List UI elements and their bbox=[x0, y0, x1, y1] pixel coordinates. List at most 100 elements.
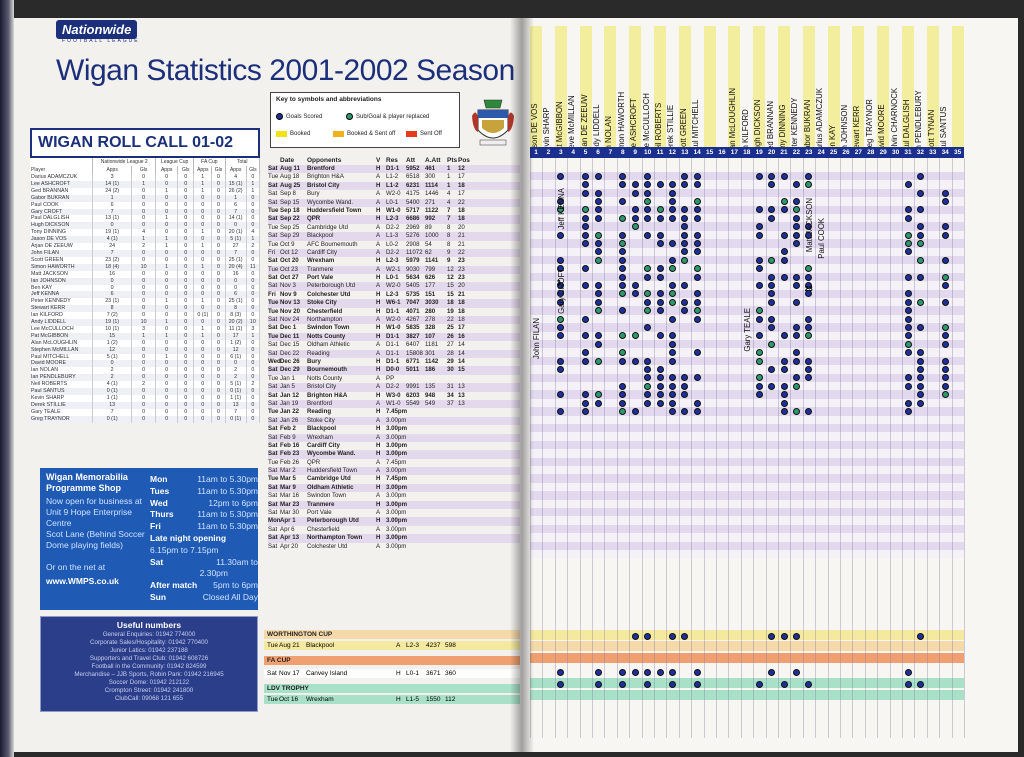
cup-cell: Aug 21 bbox=[279, 642, 300, 649]
fixture-cell: D1-1 bbox=[386, 165, 400, 172]
grid-row bbox=[530, 264, 964, 273]
stat-cell: 6 bbox=[92, 201, 132, 209]
player-name: Andy LIDDELL bbox=[30, 319, 94, 326]
grid-row bbox=[530, 499, 964, 508]
grid-row bbox=[530, 331, 964, 340]
stat-cell: 0 bbox=[131, 395, 157, 402]
appearance-dot bbox=[755, 374, 763, 382]
stat-cell: 11 bbox=[246, 263, 261, 271]
fixture-cell bbox=[406, 501, 425, 509]
stat-cell: 0 bbox=[177, 215, 195, 223]
appearance-dot bbox=[805, 332, 813, 340]
stat-cell: 23 (2) bbox=[92, 256, 132, 264]
fixture-cell: 948 bbox=[425, 391, 436, 399]
stat-cell: 1 bbox=[155, 298, 179, 306]
appearance-dot bbox=[768, 273, 776, 281]
fixture-cell: 3.00pm bbox=[386, 416, 407, 424]
stat-cell: 0 bbox=[193, 256, 213, 264]
appearance-dot bbox=[631, 189, 639, 197]
fixture-row: Tue Mar 5 Cambridge Utd H 7.45pm bbox=[268, 475, 520, 483]
fixture-cell: Wycombe Wand. bbox=[307, 198, 354, 206]
appearance-dot bbox=[792, 332, 800, 340]
appearance-dot bbox=[582, 214, 590, 222]
appearance-dot bbox=[656, 181, 664, 189]
fixture-cell: Sat bbox=[268, 383, 278, 391]
fixture-cell: 5634 bbox=[406, 274, 420, 282]
memo-text: Or on the net at bbox=[46, 562, 106, 572]
stat-cell: 0 bbox=[177, 312, 195, 320]
memo-url-link[interactable]: www.WMPS.co.uk bbox=[46, 576, 119, 586]
stat-cell: 0 bbox=[131, 388, 157, 395]
fixture-cell: W1-0 bbox=[386, 324, 401, 332]
appearance-dot bbox=[780, 365, 788, 373]
roll-call-table: Nationwide League 2 League Cup FA Cup To… bbox=[30, 158, 261, 423]
player-name: Darius ADAMCZUK bbox=[30, 174, 94, 181]
table-row: Greg TRAYNOR 0 (1) 0 0 0 0 0 0 (1) 0 bbox=[30, 415, 261, 423]
grid-row bbox=[530, 533, 964, 542]
stat-cell: 0 bbox=[211, 236, 226, 244]
cup-appearance-dot bbox=[594, 681, 602, 688]
appearance-dot bbox=[681, 307, 689, 315]
player-header: Player bbox=[30, 166, 94, 174]
stat-cell: 0 (1) bbox=[193, 312, 213, 320]
grid-line bbox=[889, 158, 891, 738]
shirt-number: 17 bbox=[730, 149, 738, 156]
grid-line bbox=[964, 158, 965, 738]
fixture-cell bbox=[447, 467, 458, 475]
fixture-cell: 1 bbox=[447, 173, 451, 181]
stat-cell: 1 bbox=[193, 298, 213, 306]
stat-cell: 26 (2) bbox=[225, 187, 247, 195]
appearance-dot bbox=[668, 256, 676, 264]
grid-row bbox=[530, 508, 964, 517]
stat-subheader: Gls bbox=[246, 166, 261, 174]
fixture-cell bbox=[425, 543, 447, 551]
stat-cell: 0 bbox=[131, 339, 157, 347]
grid-row bbox=[530, 281, 964, 290]
fixture-cell bbox=[406, 417, 425, 425]
stat-cell: 8 (3) bbox=[225, 312, 247, 320]
player-name: Jeff KENNA bbox=[30, 291, 94, 299]
cup-appearance-dot bbox=[768, 669, 776, 676]
appearance-dot bbox=[619, 181, 627, 189]
fixture-cell bbox=[458, 375, 468, 383]
stat-cell: 0 bbox=[155, 381, 179, 389]
fixture-cell: Sat bbox=[268, 165, 278, 172]
appearance-dot bbox=[644, 214, 652, 222]
stat-cell: 0 bbox=[177, 270, 195, 278]
appearance-dot bbox=[780, 256, 788, 264]
stat-cell: 0 bbox=[246, 339, 261, 347]
fixture-cell: A bbox=[376, 198, 381, 206]
stat-cell: 0 bbox=[246, 291, 261, 299]
fixture-cell: Mar 9 bbox=[280, 483, 296, 491]
appearance-dot bbox=[668, 349, 676, 357]
grid-line bbox=[765, 158, 767, 738]
stat-cell: 0 bbox=[155, 222, 179, 230]
appearance-dot bbox=[941, 340, 949, 348]
table-row: John FILAN 7 0 0 0 0 0 7 0 bbox=[30, 249, 261, 257]
phone-line: General Enquiries: 01942 774000 bbox=[102, 631, 196, 638]
appearance-dot bbox=[904, 382, 912, 390]
appearance-dot bbox=[681, 172, 689, 180]
stat-cell: 0 bbox=[211, 367, 226, 375]
fixture-cell bbox=[458, 484, 468, 492]
fixture-cell bbox=[425, 509, 447, 517]
shirt-number: 20 bbox=[767, 149, 776, 156]
appearance-dot bbox=[557, 407, 565, 415]
appearance-dot bbox=[668, 214, 676, 222]
fixture-cell: A bbox=[376, 509, 381, 517]
fixture-cell: Oldham Athletic bbox=[307, 341, 350, 349]
grid-row bbox=[530, 424, 964, 433]
stat-cell: 1 bbox=[155, 243, 179, 250]
fixture-cell: 1446 bbox=[425, 190, 439, 198]
hours-day: Tues bbox=[150, 485, 170, 496]
appearance-dot bbox=[594, 231, 602, 239]
stat-cell: 7 (2) bbox=[92, 312, 132, 320]
stat-cell: 0 bbox=[155, 374, 179, 382]
appearance-dot bbox=[619, 256, 627, 264]
stat-cell: 0 bbox=[177, 319, 195, 326]
fixture-cell: Nov 13 bbox=[280, 299, 300, 307]
fixture-cell: 4175 bbox=[406, 190, 420, 198]
fixture-cell: 31 bbox=[447, 383, 454, 391]
appearance-dot bbox=[582, 265, 590, 273]
table-row: Lee ASHCROFT 14 (1) 1 0 0 1 0 15 (1) 1 bbox=[30, 180, 261, 188]
